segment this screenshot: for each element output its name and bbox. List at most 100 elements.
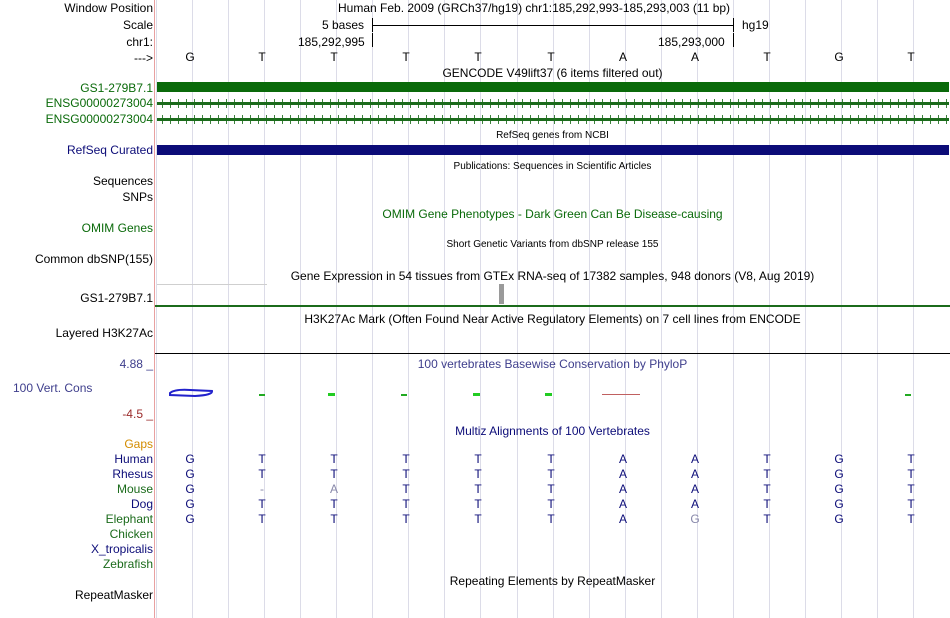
- aligned-base: -: [260, 482, 264, 496]
- aligned-base: T: [330, 452, 338, 466]
- gencode-item-bar[interactable]: [157, 82, 949, 92]
- species-label[interactable]: Mouse: [116, 482, 153, 496]
- species-label[interactable]: Zebrafish: [102, 557, 153, 571]
- aligned-base: T: [474, 452, 482, 466]
- pubs-title[interactable]: Publications: Sequences in Scientific Ar…: [453, 161, 652, 172]
- omim-title[interactable]: OMIM Gene Phenotypes - Dark Green Can Be…: [382, 207, 723, 221]
- aligned-base: G: [185, 512, 195, 526]
- gencode-intron-line[interactable]: [157, 99, 949, 108]
- pos-left: 185,292,995: [298, 35, 365, 49]
- multiz-title[interactable]: Multiz Alignments of 100 Vertebrates: [455, 424, 650, 438]
- scale-db: hg19: [742, 18, 769, 32]
- base-letter: T: [547, 50, 555, 64]
- aligned-base: T: [402, 512, 410, 526]
- aligned-base: T: [763, 512, 771, 526]
- phylop-min: -4.5 _: [122, 407, 153, 421]
- base-letter: T: [763, 50, 771, 64]
- assembly-range[interactable]: Human Feb. 2009 (GRCh37/hg19) chr1:185,2…: [338, 1, 731, 15]
- chr-label: chr1:: [126, 35, 153, 49]
- snps-label[interactable]: SNPs: [122, 190, 153, 204]
- gencode-item-label[interactable]: GS1-279B7.1: [80, 81, 153, 95]
- phylop-title[interactable]: 100 vertebrates Basewise Conservation by…: [417, 357, 688, 371]
- base-letter: T: [258, 50, 266, 64]
- species-label[interactable]: Elephant: [105, 512, 153, 526]
- aligned-base: T: [907, 497, 915, 511]
- sequences-label[interactable]: Sequences: [92, 174, 153, 188]
- gtex-baseline: [157, 284, 267, 285]
- grid-line: [805, 0, 806, 618]
- refseq-title[interactable]: RefSeq genes from NCBI: [496, 130, 609, 141]
- aligned-base: T: [907, 452, 915, 466]
- pos-right-tick: [733, 33, 734, 47]
- refseq-bar[interactable]: [157, 145, 949, 155]
- phylop-peak: [169, 388, 214, 398]
- dbsnp-label[interactable]: Common dbSNP(155): [34, 252, 153, 266]
- aligned-base: A: [618, 467, 627, 481]
- aligned-base: A: [690, 482, 699, 496]
- aligned-base: T: [547, 497, 555, 511]
- aligned-base: G: [834, 452, 844, 466]
- aligned-base: G: [185, 482, 195, 496]
- base-letter: A: [690, 50, 699, 64]
- grid-line: [264, 0, 265, 618]
- aligned-base: T: [402, 497, 410, 511]
- aligned-base: T: [474, 482, 482, 496]
- aligned-base: T: [547, 467, 555, 481]
- aligned-base: A: [329, 482, 338, 496]
- phylop-label[interactable]: 100 Vert. Cons: [13, 381, 93, 395]
- species-label[interactable]: Rhesus: [112, 467, 153, 481]
- grid-line: [408, 0, 409, 618]
- aligned-base: T: [763, 482, 771, 496]
- rmsk-label[interactable]: RepeatMasker: [74, 588, 153, 602]
- refseq-label[interactable]: RefSeq Curated: [66, 143, 153, 157]
- aligned-base: A: [618, 512, 627, 526]
- gencode-title[interactable]: GENCODE V49lift37 (6 items filtered out): [442, 66, 663, 80]
- grid-line: [156, 0, 157, 618]
- aligned-base: T: [330, 512, 338, 526]
- scale-label: Scale: [122, 18, 153, 32]
- aligned-base: A: [690, 452, 699, 466]
- h3k-baseline: [155, 353, 950, 354]
- aligned-base: T: [402, 467, 410, 481]
- h3k-title[interactable]: H3K27Ac Mark (Often Found Near Active Re…: [304, 312, 801, 326]
- grid-line: [336, 0, 337, 618]
- aligned-base: T: [547, 482, 555, 496]
- aligned-base: T: [474, 512, 482, 526]
- dbsnp-title[interactable]: Short Genetic Variants from dbSNP releas…: [446, 239, 659, 250]
- gaps-label[interactable]: Gaps: [124, 437, 153, 451]
- phylop-bar: [545, 393, 552, 396]
- aligned-base: T: [474, 467, 482, 481]
- species-label[interactable]: Chicken: [109, 527, 153, 541]
- gtex-label[interactable]: GS1-279B7.1: [80, 291, 153, 305]
- base-letter: T: [907, 50, 915, 64]
- species-label[interactable]: X_tropicalis: [90, 542, 153, 556]
- aligned-base: A: [690, 497, 699, 511]
- aligned-base: T: [474, 497, 482, 511]
- gencode-item-label[interactable]: ENSG00000273004: [45, 112, 153, 126]
- grid-line: [661, 0, 662, 618]
- pos-right: 185,293,000: [658, 35, 725, 49]
- aligned-base: G: [185, 467, 195, 481]
- gencode-intron-line[interactable]: [157, 115, 949, 124]
- aligned-base: T: [763, 497, 771, 511]
- aligned-base: T: [258, 467, 266, 481]
- aligned-base: T: [763, 452, 771, 466]
- phylop-wiggle[interactable]: [155, 386, 950, 400]
- grid-line: [228, 0, 229, 618]
- gtex-title[interactable]: Gene Expression in 54 tissues from GTEx …: [290, 269, 815, 283]
- aligned-base: T: [547, 452, 555, 466]
- base-letter: T: [474, 50, 482, 64]
- gtex-tissue-bar[interactable]: [499, 284, 504, 304]
- scale-value: 5 bases: [322, 18, 365, 32]
- species-label[interactable]: Human: [114, 452, 153, 466]
- h3k-label[interactable]: Layered H3K27Ac: [55, 326, 153, 340]
- pos-left-tick: [372, 33, 373, 47]
- omim-label[interactable]: OMIM Genes: [81, 221, 153, 235]
- label-separator: [154, 0, 155, 618]
- aligned-base: T: [907, 482, 915, 496]
- species-label[interactable]: Dog: [130, 497, 153, 511]
- rmsk-title[interactable]: Repeating Elements by RepeatMasker: [449, 574, 656, 588]
- aligned-base: T: [330, 497, 338, 511]
- grid-line: [192, 0, 193, 618]
- gencode-item-label[interactable]: ENSG00000273004: [45, 96, 153, 110]
